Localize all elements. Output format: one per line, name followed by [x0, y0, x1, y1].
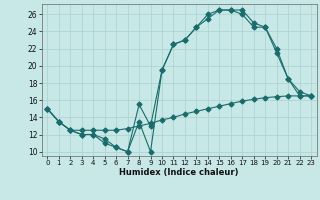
X-axis label: Humidex (Indice chaleur): Humidex (Indice chaleur)	[119, 168, 239, 177]
